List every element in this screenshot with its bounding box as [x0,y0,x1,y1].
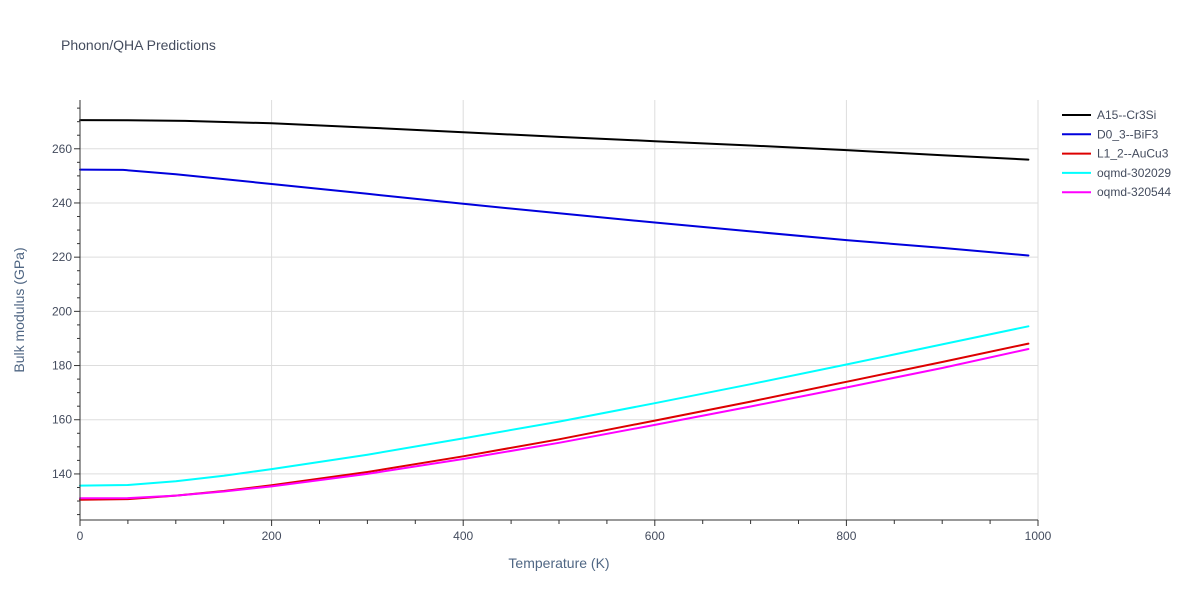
legend-item[interactable]: oqmd-320544 [1062,185,1171,199]
y-tick-label: 180 [52,359,72,373]
y-tick-label: 160 [52,413,72,427]
x-tick-label: 200 [262,529,282,543]
series-line-1[interactable] [79,119,1030,161]
legend-item[interactable]: L1_2--AuCu3 [1062,147,1169,161]
y-tick-label: 200 [52,304,72,318]
x-tick-label: 800 [836,529,856,543]
axes: 0 200 400 600 800 1000 140 160 180 200 220 240 260 [52,100,1052,543]
x-tick-label: 1000 [1025,529,1052,543]
legend-label: L1_2--AuCu3 [1097,147,1169,161]
y-tick-label: 260 [52,142,72,156]
series-line-5[interactable] [79,348,1030,500]
x-axis-title: Temperature (K) [508,555,609,571]
y-tick-label: 220 [52,250,72,264]
legend-label: D0_3--BiF3 [1097,127,1159,141]
legend-item[interactable]: A15--Cr3Si [1062,108,1156,122]
chart-title: Phonon/QHA Predictions [61,37,216,53]
x-tick-label: 600 [645,529,665,543]
series-line-2[interactable] [79,168,1030,257]
legend-item[interactable]: oqmd-302029 [1062,166,1171,180]
legend-label: oqmd-320544 [1097,185,1171,199]
y-tick-label: 240 [52,196,72,210]
x-tick-label: 0 [77,529,84,543]
y-tick-label: 140 [52,467,72,481]
x-tick-label: 400 [453,529,473,543]
legend-label: A15--Cr3Si [1097,108,1156,122]
legend-label: oqmd-302029 [1097,166,1171,180]
legend[interactable]: A15--Cr3Si D0_3--BiF3 L1_2--AuCu3 oqmd-3020… [1062,108,1171,199]
plot-area [79,119,1030,501]
gridlines [80,100,1039,520]
legend-item[interactable]: D0_3--BiF3 [1062,127,1159,141]
series-line-4[interactable] [79,325,1030,487]
y-axis-title: Bulk modulus (GPa) [11,247,27,372]
